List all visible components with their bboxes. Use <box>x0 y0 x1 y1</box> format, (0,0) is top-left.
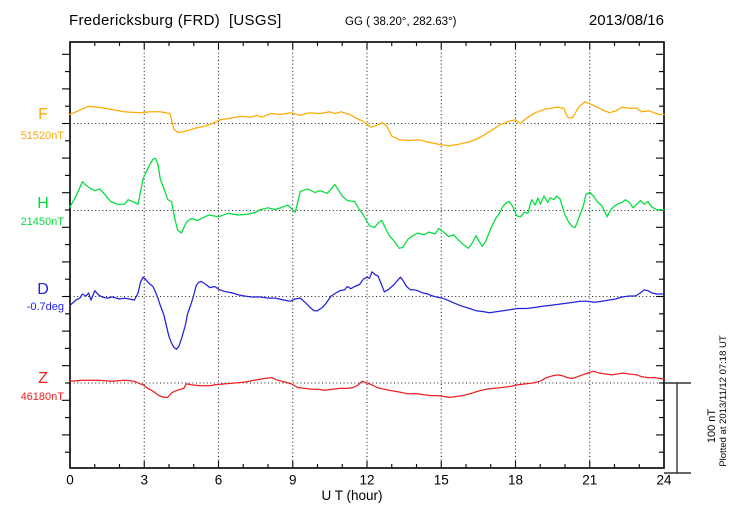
x-tick-label: 18 <box>508 473 523 488</box>
scale-bar-label: 100 nT 0.5 deg <box>682 395 718 457</box>
series-baseline-F: 51520nT <box>20 130 64 142</box>
x-tick-label: 3 <box>140 473 148 488</box>
trace-F <box>69 101 665 147</box>
series-label-H: H <box>37 195 49 212</box>
trace-D <box>69 271 665 350</box>
x-tick-label: 12 <box>359 473 374 488</box>
series-label-F: F <box>38 106 48 123</box>
series-baseline-Z: 46180nT <box>20 391 64 403</box>
series-baseline-H: 21450nT <box>20 216 64 228</box>
x-tick-label: 24 <box>656 473 672 488</box>
plotted-at-note: Plotted at 2013/11/12 07:18 UT <box>718 335 729 467</box>
trace-Z <box>69 370 665 399</box>
plot-title: Fredericksburg (FRD) [USGS] <box>69 12 282 29</box>
series-baseline-D: -0.7deg <box>26 301 64 313</box>
x-tick-label: 0 <box>66 473 74 488</box>
series-label-Z: Z <box>38 370 48 387</box>
plot-date: 2013/08/16 <box>588 12 664 29</box>
scale-bar-nt-label: 100 nT <box>706 408 718 444</box>
x-axis-label: U T (hour) <box>321 488 383 503</box>
x-tick-label: 9 <box>289 473 297 488</box>
x-tick-label: 6 <box>215 473 223 488</box>
series-label-D: D <box>37 281 49 298</box>
geographic-coords: GG ( 38.20°, 282.63°) <box>345 16 457 28</box>
x-tick-label: 21 <box>582 473 597 488</box>
x-tick-label: 15 <box>434 473 449 488</box>
trace-H <box>69 157 665 249</box>
